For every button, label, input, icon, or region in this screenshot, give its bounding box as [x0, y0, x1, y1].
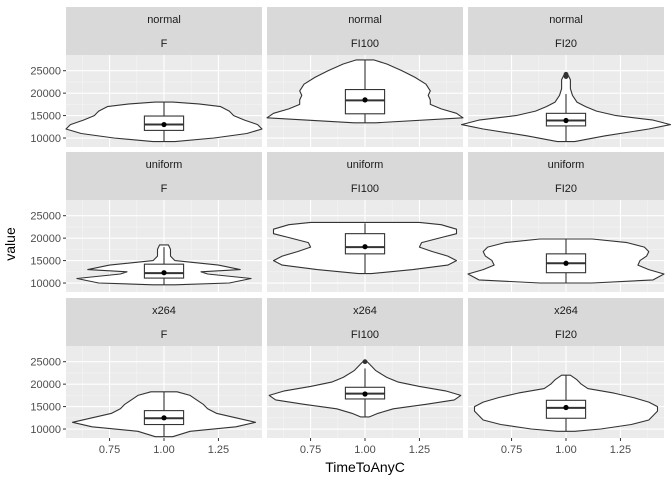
strip-row-normal — [468, 7, 664, 31]
box-body — [545, 399, 587, 419]
panel-x264-F: x264 F — [66, 298, 262, 438]
strip-col-label: FI20 — [555, 329, 577, 341]
strip-row-label: normal — [549, 14, 583, 26]
box-body — [344, 233, 386, 255]
box-body — [143, 263, 185, 279]
panel-normal-F: normal F — [65, 7, 263, 147]
y-tick-label: 20000 — [30, 88, 61, 100]
x-tick-label: 1.00 — [555, 444, 576, 456]
strip-row-label: normal — [147, 14, 181, 26]
violin-shape — [76, 244, 252, 286]
mean-point — [161, 121, 167, 128]
x-tick-label: 1.25 — [409, 444, 430, 456]
strip-col-label: FI20 — [555, 38, 577, 50]
strip-col-F — [66, 31, 262, 55]
strip-row-label: x264 — [152, 305, 176, 317]
strip-row-x264 — [66, 298, 262, 322]
y-tick-label: 10000 — [30, 278, 61, 290]
violin-shape — [473, 374, 659, 432]
y-tick-label: 15000 — [30, 111, 61, 123]
strip-col-FI20 — [468, 176, 664, 200]
strip-col-label: FI100 — [351, 38, 379, 50]
x-tick-label: 0.75 — [99, 444, 120, 456]
violin-shape — [65, 101, 263, 143]
mean-point — [362, 391, 368, 397]
y-tick-label: 10000 — [30, 424, 61, 436]
strip-row-label: x264 — [353, 305, 377, 317]
strip-row-x264 — [468, 298, 664, 322]
x-tick-label: 1.25 — [208, 444, 229, 456]
strip-col-F — [66, 176, 262, 200]
mean-point — [563, 117, 569, 124]
strip-row-label: normal — [348, 14, 382, 26]
strip-col-FI100 — [267, 31, 463, 55]
y-axis-title: value — [2, 227, 18, 261]
strip-col-FI100 — [267, 322, 463, 346]
strip-row-uniform — [66, 152, 262, 176]
x-tick-label: 0.75 — [300, 444, 321, 456]
outlier-point — [563, 71, 569, 77]
strip-col-label: FI100 — [351, 183, 379, 195]
y-tick-label: 20000 — [30, 379, 61, 391]
strip-col-label: FI20 — [555, 183, 577, 195]
violin-shape — [266, 59, 464, 124]
strip-row-x264 — [267, 298, 463, 322]
strip-col-F — [66, 322, 262, 346]
strip-row-uniform — [267, 152, 463, 176]
mean-point — [563, 260, 569, 266]
panel-normal-FI20: normal FI20 — [460, 7, 672, 147]
strip-row-label: uniform — [146, 159, 183, 171]
strip-col-FI20 — [468, 31, 664, 55]
panel-uniform-FI20: uniform FI20 — [467, 152, 665, 292]
mean-point — [563, 404, 569, 411]
y-tick-label: 25000 — [30, 211, 61, 223]
x-tick-label: 0.75 — [501, 444, 522, 456]
outlier-point — [362, 359, 368, 365]
box-body — [344, 89, 386, 115]
strip-row-normal — [66, 7, 262, 31]
box-body — [143, 115, 185, 131]
y-tick-label: 15000 — [30, 256, 61, 268]
strip-row-label: x264 — [554, 305, 578, 317]
y-tick-label: 15000 — [30, 402, 61, 414]
x-axis-title: TimeToAnyC — [325, 459, 405, 475]
y-tick-label: 25000 — [30, 357, 61, 369]
strip-row-normal — [267, 7, 463, 31]
y-tick-label: 20000 — [30, 233, 61, 245]
y-tick-label: 10000 — [30, 133, 61, 145]
panel-uniform-F: uniform F — [66, 152, 262, 292]
y-tick-label: 25000 — [30, 66, 61, 78]
panel-x264-FI100: x264 FI100 — [267, 298, 463, 438]
strip-col-label: F — [161, 183, 168, 195]
strip-row-label: uniform — [347, 159, 384, 171]
mean-point — [161, 270, 167, 276]
strip-col-FI20 — [468, 322, 664, 346]
violin-shape — [71, 391, 257, 438]
mean-point — [362, 244, 368, 250]
strip-row-label: uniform — [548, 159, 585, 171]
x-tick-label: 1.00 — [153, 444, 174, 456]
strip-col-label: F — [161, 329, 168, 341]
x-tick-label: 1.00 — [354, 444, 375, 456]
mean-point — [161, 415, 167, 421]
panel-normal-FI100: normal FI100 — [266, 7, 464, 147]
mean-point — [362, 97, 368, 103]
panel-uniform-FI100: uniform FI100 — [267, 152, 463, 292]
strip-col-FI100 — [267, 176, 463, 200]
panel-x264-FI20: x264 FI20 — [468, 298, 664, 438]
strip-col-label: FI100 — [351, 329, 379, 341]
x-tick-label: 1.25 — [610, 444, 631, 456]
strip-col-label: F — [161, 38, 168, 50]
strip-row-uniform — [468, 152, 664, 176]
